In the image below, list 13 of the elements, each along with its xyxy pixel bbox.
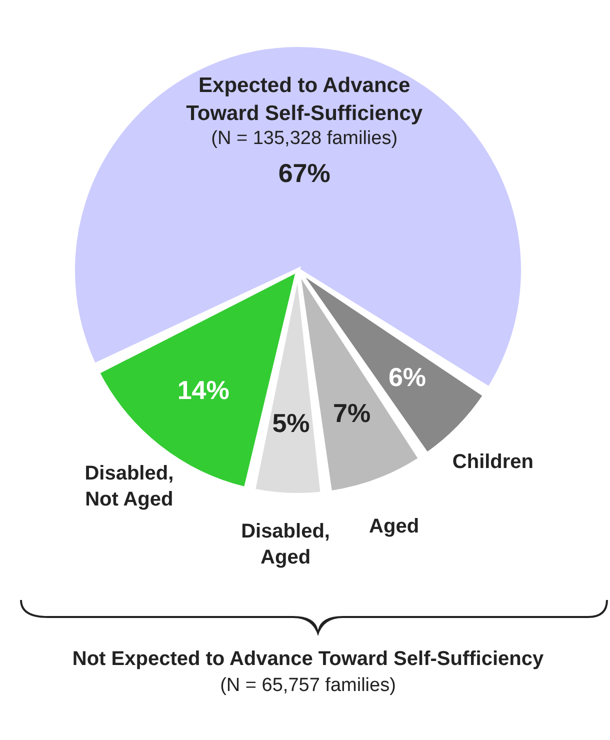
slice-label: Disabled, Aged (241, 520, 330, 569)
data-label: 14% (177, 375, 230, 406)
slice-label: Children (452, 451, 534, 474)
text: (N = 65,757 families) (219, 675, 397, 697)
slice-label: Expected to Advance Toward Self-Sufficiency (186, 74, 423, 126)
text: (N = 135,328 families) (211, 128, 398, 150)
data-label: 5% (272, 408, 310, 438)
slice-label: Disabled, Not Aged (84, 462, 174, 511)
text: Not Expected to Advance Toward Self-Sufficiency (71, 648, 545, 671)
data-label: 6% (388, 362, 426, 392)
data-label: 7% (333, 398, 371, 428)
data-label: 67% (278, 158, 330, 188)
slice-label: Aged (369, 516, 420, 538)
